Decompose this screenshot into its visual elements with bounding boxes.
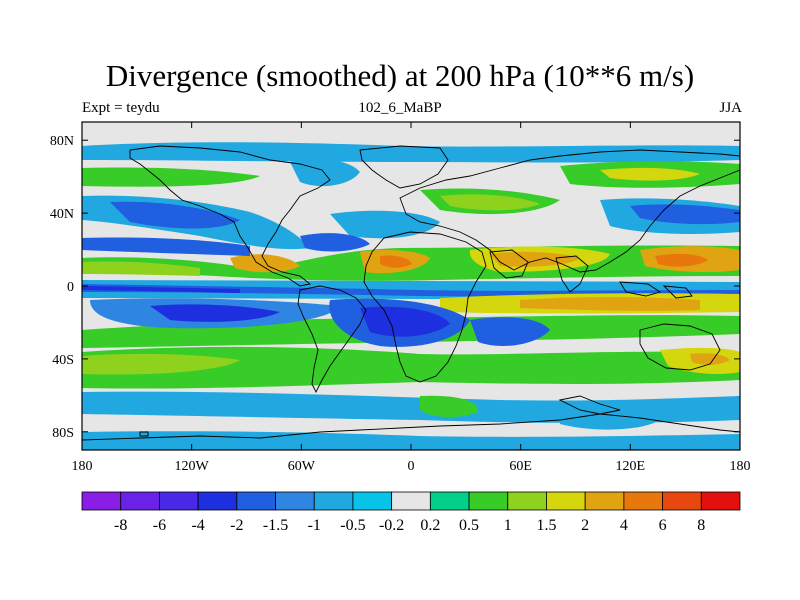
colorbar-level-label: -2 [230, 517, 243, 534]
lon-tick-label: 60E [509, 459, 532, 474]
colorbar-swatch [584, 491, 625, 511]
colorbar-level-label: 1 [504, 517, 512, 534]
latitude-axis: 80N 40N 0 40S 80S [50, 134, 740, 441]
colorbar-swatch [236, 491, 276, 511]
lon-tick-label: 120E [616, 459, 646, 474]
colorbar-swatch [197, 491, 238, 511]
lon-tick-label: 180 [730, 459, 751, 474]
colorbar-level-label: 0.5 [459, 517, 479, 534]
colorbar-level-label: 0.2 [420, 517, 440, 534]
colorbar-level-label: -0.5 [340, 517, 365, 534]
lat-tick-label: 40S [52, 353, 74, 368]
season-label: JJA [719, 100, 742, 116]
colorbar-level-label: 1.5 [536, 517, 556, 534]
experiment-label: Expt = teydu [82, 100, 160, 116]
colorbar-level-label: 4 [620, 517, 628, 534]
colorbar-level-label: -8 [114, 517, 127, 534]
longitude-axis: 180 120W 60W 0 60E 120E 180 [72, 122, 751, 474]
colorbar-swatch [623, 491, 663, 511]
lon-tick-label: 120W [175, 459, 210, 474]
colorbar-swatch [391, 491, 431, 511]
case-label: 102_6_MaBP [358, 100, 442, 116]
colorbar-swatch [546, 491, 586, 511]
lon-tick-label: 60W [288, 459, 316, 474]
divergence-field [82, 142, 740, 450]
colorbar-swatch [159, 491, 199, 511]
colorbar-swatch [429, 491, 470, 511]
lon-tick-label: 0 [408, 459, 415, 474]
lat-tick-label: 80S [52, 426, 74, 441]
lat-tick-label: 40N [50, 207, 74, 222]
lon-tick-label: 180 [72, 459, 93, 474]
colorbar-level-label: -0.2 [379, 517, 404, 534]
colorbar-level-label: 6 [659, 517, 667, 534]
colorbar-swatch [81, 491, 122, 511]
colorbar-swatch [275, 491, 315, 511]
colorbar-level-label: 2 [581, 517, 589, 534]
coastlines [82, 145, 740, 441]
lat-tick-label: 0 [67, 280, 74, 295]
colorbar-swatch [313, 491, 354, 511]
chart-title: Divergence (smoothed) at 200 hPa (10**6 … [105, 58, 695, 93]
colorbar-level-label: 8 [697, 517, 705, 534]
colorbar-swatch [507, 491, 547, 511]
colorbar-swatch [120, 491, 160, 511]
colorbar-level-label: -1 [308, 517, 321, 534]
lat-tick-label: 80N [50, 134, 74, 149]
colorbar-swatch [700, 491, 741, 511]
colorbar-swatch [468, 491, 509, 511]
colorbar: -8 -6 -4 -2 -1.5 -1 -0.5 -0.2 0.2 0.5 1 1.5 2 4 6 8 [81, 491, 741, 534]
colorbar-level-label: -6 [153, 517, 166, 534]
colorbar-level-label: -1.5 [263, 517, 288, 534]
colorbar-swatch [352, 491, 393, 511]
colorbar-swatch [662, 491, 702, 511]
colorbar-level-label: -4 [191, 517, 204, 534]
